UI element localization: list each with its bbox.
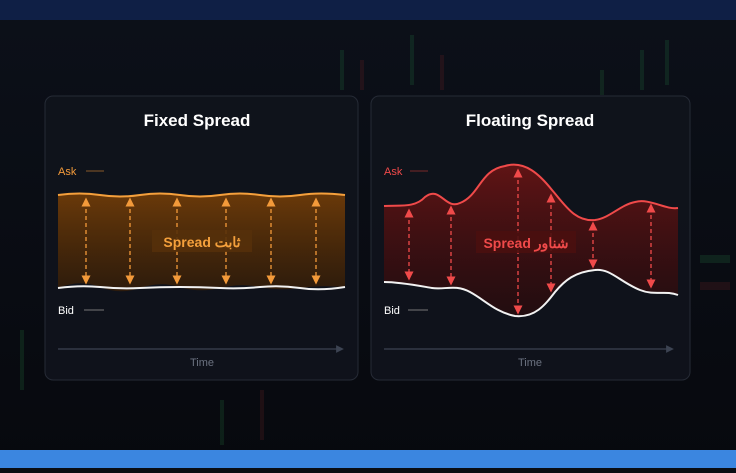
bid-line	[57, 285, 346, 291]
ask-label: Ask	[58, 166, 77, 178]
label-bg	[476, 231, 576, 253]
panel-title: Floating Spread	[466, 111, 594, 130]
bid-line	[383, 268, 679, 318]
bid-label: Bid	[58, 305, 74, 317]
ask-line	[383, 163, 679, 222]
time-label: Time	[518, 357, 542, 369]
spread-label: Spread شناور	[483, 235, 568, 252]
ask-line	[57, 192, 346, 198]
top-bar	[0, 0, 736, 20]
background-candles	[20, 35, 730, 445]
time-label: Time	[190, 357, 214, 369]
spread-label: Spread ثابت	[163, 234, 240, 250]
spread-arrows	[404, 168, 656, 315]
panel-title: Fixed Spread	[144, 111, 251, 130]
bid-label: Bid	[384, 305, 400, 317]
bottom-bar	[0, 450, 736, 468]
fixed-panel: Fixed Spread Ask Spread ثابت Bid Time	[44, 95, 359, 381]
floating-panel: Floating Spread Ask Spread شناور Bid Tim…	[370, 95, 691, 381]
label-bg	[152, 230, 252, 252]
ask-label: Ask	[384, 166, 403, 178]
